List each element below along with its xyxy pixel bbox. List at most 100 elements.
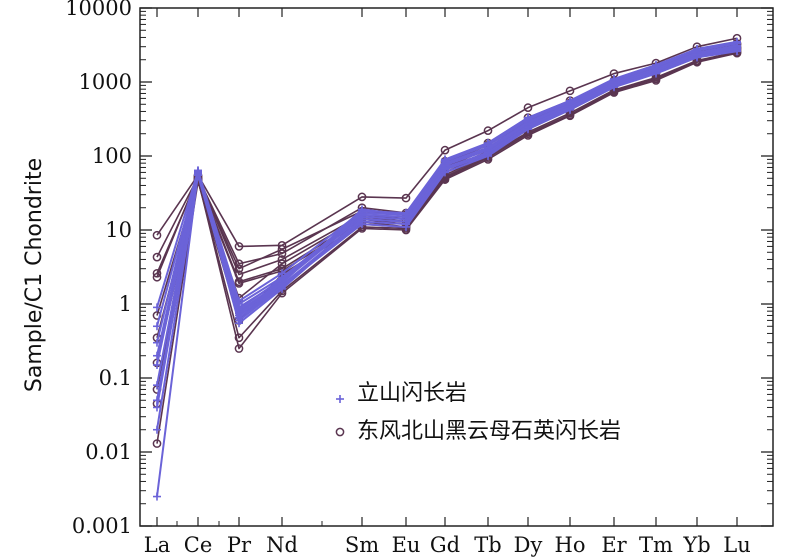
sample-series [153, 43, 741, 405]
legend-item-liangshan: 立山闪长岩 [336, 381, 467, 406]
x-tick-label: Eu [392, 533, 421, 557]
circle-marker [277, 259, 287, 269]
legend: 立山闪长岩 东风北山黑云母石英闪长岩 [335, 381, 621, 444]
x-tick-label: Pr [227, 533, 252, 557]
y-tick-label: 10 [105, 218, 132, 242]
plus-marker [153, 403, 161, 412]
plus-marker [693, 45, 701, 54]
plus-marker [566, 97, 574, 106]
series-line [156, 46, 738, 404]
circle-marker [234, 242, 244, 251]
circle-marker [335, 427, 345, 437]
sample-series [153, 46, 741, 434]
x-tick-label: Ce [184, 533, 213, 557]
plus-marker [358, 220, 366, 229]
x-tick-label: Lu [723, 533, 750, 557]
plus-marker [278, 279, 286, 288]
circle-marker [565, 86, 575, 96]
plus-marker [610, 83, 618, 92]
series-line [156, 44, 738, 386]
circle-marker [152, 230, 162, 240]
y-axis-label: Sample/C1 Chondrite [22, 158, 47, 392]
series-line [156, 52, 738, 390]
y-tick-label: 1 [119, 292, 132, 316]
plus-marker [484, 152, 492, 160]
series-layer [152, 33, 742, 501]
y-tick-label: 100 [92, 144, 132, 168]
plus-marker [153, 303, 161, 312]
plus-marker [153, 322, 161, 331]
x-tick-label: Tm [639, 533, 673, 557]
circle-marker [401, 193, 411, 203]
series-line [156, 51, 738, 364]
sample-series [153, 47, 741, 412]
plus-marker [524, 125, 532, 134]
plus-marker [652, 69, 660, 78]
sample-series [153, 44, 741, 331]
x-tick-label: Sm [345, 533, 379, 557]
circle-marker [234, 333, 244, 343]
legend-label-liangshan: 立山闪长岩 [357, 381, 467, 406]
legend-label-dongfeng: 东风北山黑云母石英闪长岩 [357, 419, 621, 444]
plus-marker [153, 492, 161, 501]
circle-marker [440, 145, 450, 155]
plus-marker [652, 61, 660, 70]
y-tick-label: 0.001 [72, 514, 132, 538]
sample-series [153, 41, 741, 390]
sample-series [152, 43, 742, 409]
plus-marker [524, 114, 532, 123]
series-line [156, 41, 738, 356]
series-line [156, 45, 738, 366]
y-axis-ticks: 0.001 0.01 0.1 1 10 100 1000 10000 [65, 0, 773, 538]
plus-marker [194, 166, 202, 175]
legend-plus-marker [336, 395, 344, 403]
plus-marker [402, 222, 410, 231]
circle-marker [483, 126, 493, 136]
plus-marker [733, 47, 741, 56]
x-tick-label: La [144, 533, 170, 557]
legend-item-dongfeng: 东风北山黑云母石英闪长岩 [335, 419, 621, 444]
series-line [156, 49, 738, 430]
circle-marker [152, 252, 162, 262]
x-tick-label: Er [601, 533, 627, 557]
sample-series [153, 38, 741, 360]
series-line [156, 46, 738, 401]
series-line [156, 37, 738, 248]
plus-marker [441, 156, 449, 165]
plus-marker [358, 205, 366, 214]
y-tick-label: 0.01 [85, 440, 132, 464]
sample-series [152, 48, 742, 394]
x-tick-label: Yb [682, 533, 710, 557]
series-line [156, 50, 738, 408]
y-tick-label: 0.1 [99, 366, 132, 390]
plus-marker [566, 105, 574, 114]
plus-marker [153, 360, 161, 369]
plus-marker [153, 381, 161, 390]
x-tick-label: Nd [266, 533, 298, 557]
plus-marker [235, 309, 243, 318]
plot-frame [139, 7, 774, 527]
circle-marker [234, 264, 244, 274]
plus-marker [278, 269, 286, 278]
y-tick-label: 10000 [65, 0, 132, 20]
plus-marker [733, 38, 741, 47]
plus-marker [402, 210, 410, 219]
circle-marker [152, 272, 162, 282]
series-line [156, 47, 738, 327]
x-tick-label: Dy [514, 533, 543, 557]
circle-marker [152, 439, 162, 448]
circle-marker [523, 103, 533, 113]
plus-marker [153, 351, 161, 360]
plus-marker [153, 425, 161, 434]
plus-marker [693, 53, 701, 62]
circle-marker [234, 279, 244, 288]
plus-marker [610, 75, 618, 84]
x-tick-label: Ho [555, 533, 586, 557]
circle-marker [277, 244, 287, 254]
circle-marker [234, 344, 244, 353]
x-axis-ticks: La Ce Pr Nd Sm Eu Gd Tb Dy Ho Er Tm Yb Lu [144, 8, 751, 557]
plus-marker [441, 168, 449, 177]
x-tick-label: Gd [430, 533, 460, 557]
legend-circle-marker [335, 427, 345, 437]
